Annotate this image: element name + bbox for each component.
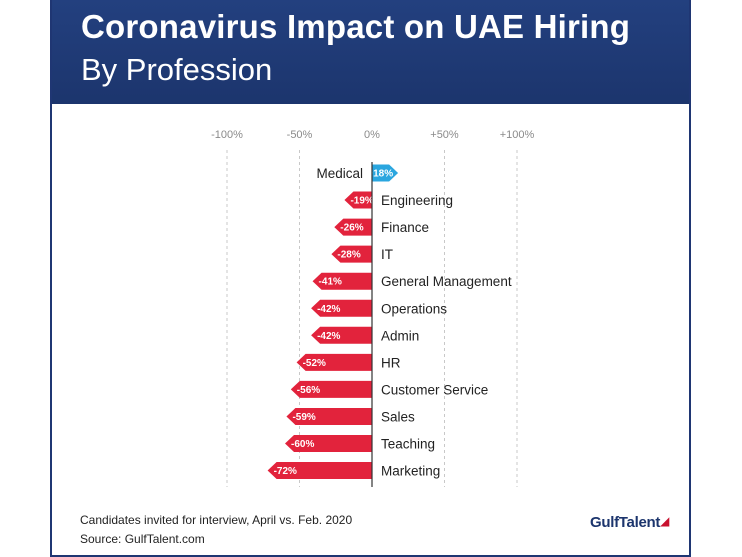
bar-value-label: -52%: [303, 358, 326, 369]
bar: [311, 299, 372, 317]
source-text: Source: GulfTalent.com: [80, 532, 205, 546]
bar-value-label: -59%: [292, 412, 315, 423]
bar: [312, 272, 372, 290]
logo-mark-icon: ◢: [660, 514, 669, 528]
category-label: Marketing: [381, 464, 440, 479]
bar-value-label: -60%: [291, 439, 314, 450]
logo-text: GulfTalent: [590, 514, 661, 531]
bar-value-label: -28%: [337, 250, 360, 261]
category-label: IT: [381, 247, 393, 262]
chart-subtitle: By Profession: [81, 52, 273, 87]
bar: [286, 407, 372, 425]
header-banner: Coronavirus Impact on UAE Hiring By Prof…: [52, 0, 689, 104]
x-tick-label: -50%: [287, 129, 313, 141]
category-label: General Management: [381, 274, 512, 289]
x-tick-label: 0%: [364, 129, 380, 141]
category-label: Operations: [381, 301, 447, 316]
bar: [372, 164, 399, 182]
bar: [311, 326, 372, 344]
bar-value-label: -56%: [297, 385, 320, 396]
bar: [285, 435, 372, 452]
category-label: Finance: [381, 220, 429, 235]
bar: [267, 462, 372, 480]
footnote-text: Candidates invited for interview, April …: [80, 513, 353, 527]
bar: [331, 245, 372, 263]
category-label: Sales: [381, 409, 415, 424]
bar-value-label: -42%: [317, 331, 340, 342]
bar-value-label: -72%: [274, 466, 297, 477]
bar: [344, 191, 372, 209]
bar: [290, 380, 372, 398]
bar: [296, 353, 372, 371]
x-tick-label: +100%: [500, 129, 535, 141]
gulftalent-logo: GulfTalent◢: [590, 514, 669, 531]
x-tick-label: +50%: [430, 129, 459, 141]
category-label: Engineering: [381, 193, 453, 208]
category-label: Admin: [381, 328, 419, 343]
bar-value-label: -26%: [340, 223, 363, 234]
chart-footnote: Candidates invited for interview, April …: [80, 511, 352, 549]
category-label: HR: [381, 355, 401, 370]
bar-value-label: -41%: [319, 277, 342, 288]
bar: [334, 218, 372, 236]
chart-title: Coronavirus Impact on UAE Hiring: [81, 8, 631, 45]
x-tick-label: -100%: [211, 129, 243, 141]
category-label: Teaching: [381, 437, 435, 452]
infographic-frame: Coronavirus Impact on UAE Hiring By Prof…: [50, 0, 691, 557]
category-label: Customer Service: [381, 382, 488, 397]
bar-value-label: -19%: [350, 196, 373, 207]
bar-value-label: -42%: [317, 304, 340, 315]
category-label: Medical: [316, 166, 363, 181]
bar-value-label: +18%: [367, 169, 393, 180]
